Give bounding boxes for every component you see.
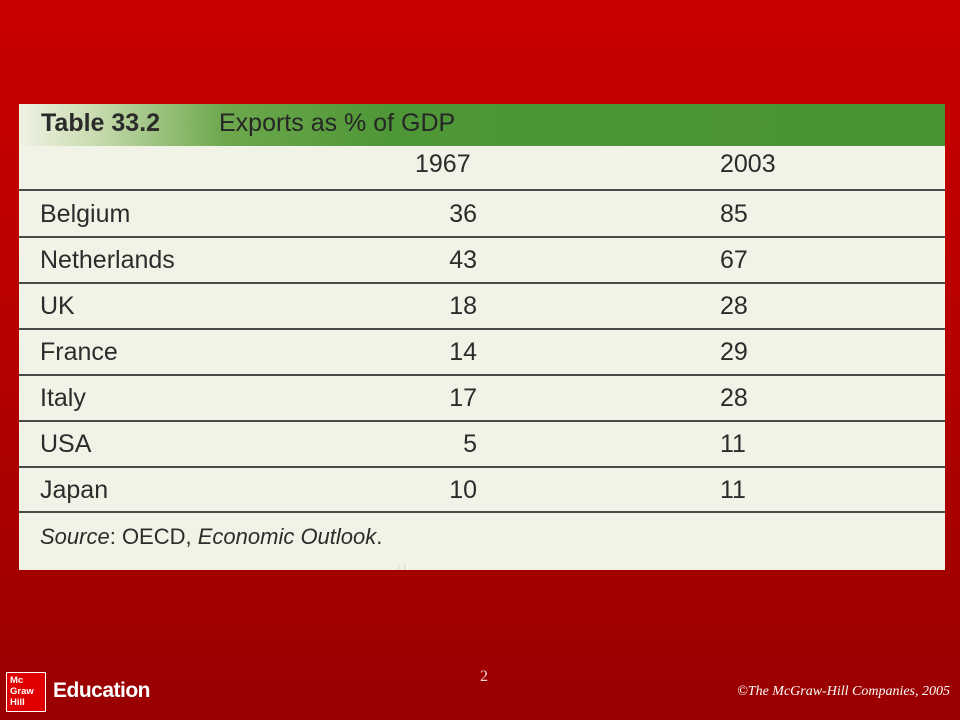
country-name: Belgium: [40, 200, 131, 228]
value-1967: 17: [449, 384, 477, 412]
value-2003: 28: [720, 384, 748, 412]
source-end: .: [376, 524, 383, 549]
country-name: France: [40, 338, 118, 366]
value-2003: 67: [720, 246, 748, 274]
page-number: 2: [480, 668, 488, 685]
logo-line: Hill: [10, 697, 25, 708]
table-number: Table 33.2: [41, 109, 161, 137]
table-row: UK 18 28: [19, 284, 945, 328]
value-2003: 28: [720, 292, 748, 320]
source-label: Source: [40, 524, 110, 549]
row-divider: [19, 420, 945, 422]
row-divider: [19, 189, 945, 191]
value-1967: 14: [449, 338, 477, 366]
row-divider: [19, 466, 945, 468]
table-row: Netherlands 43 67: [19, 238, 945, 282]
value-1967: 10: [449, 476, 477, 504]
value-1967: 36: [449, 200, 477, 228]
country-name: Netherlands: [40, 246, 175, 274]
country-name: USA: [40, 430, 92, 458]
value-2003: 85: [720, 200, 748, 228]
source-org: : OECD,: [109, 524, 198, 549]
value-2003: 11: [720, 430, 746, 458]
table-title: Exports as % of GDP: [219, 109, 456, 137]
logo-line: Graw: [10, 686, 34, 697]
value-1967: 18: [449, 292, 477, 320]
country-name: UK: [40, 292, 75, 320]
row-divider: [19, 236, 945, 238]
country-name: Japan: [40, 476, 109, 504]
education-wordmark: Education: [53, 679, 151, 702]
mcgraw-hill-logo: Mc Graw Hill: [6, 672, 46, 712]
table-row: Japan 10 11: [19, 468, 945, 512]
logo-line: Mc: [10, 675, 24, 686]
table-row: Belgium 36 85: [19, 192, 945, 236]
country-name: Italy: [40, 384, 86, 412]
copyright-notice: ©The McGraw-Hill Companies, 2005: [737, 684, 950, 699]
table-row: USA 5 11: [19, 422, 945, 466]
value-1967: 43: [449, 246, 477, 274]
column-header-2003: 2003: [720, 150, 776, 178]
table-row: France 14 29: [19, 330, 945, 374]
column-header-1967: 1967: [415, 150, 471, 178]
source-publication: Economic Outlook: [197, 524, 377, 549]
row-divider: [19, 374, 945, 376]
table-row: Italy 17 28: [19, 376, 945, 420]
table-image: Table 33.2 Exports as % of GDP 1967 2003…: [19, 104, 945, 570]
row-divider: [19, 511, 945, 513]
value-2003: 11: [720, 476, 746, 504]
value-1967: 5: [463, 430, 477, 458]
row-divider: [19, 282, 945, 284]
table-source: Source: OECD, Economic Outlook.: [40, 524, 382, 550]
row-divider: [19, 328, 945, 330]
table-title-bar: Table 33.2 Exports as % of GDP: [19, 104, 945, 146]
faint-stamp-mark: ၦ: [397, 559, 407, 570]
value-2003: 29: [720, 338, 748, 366]
